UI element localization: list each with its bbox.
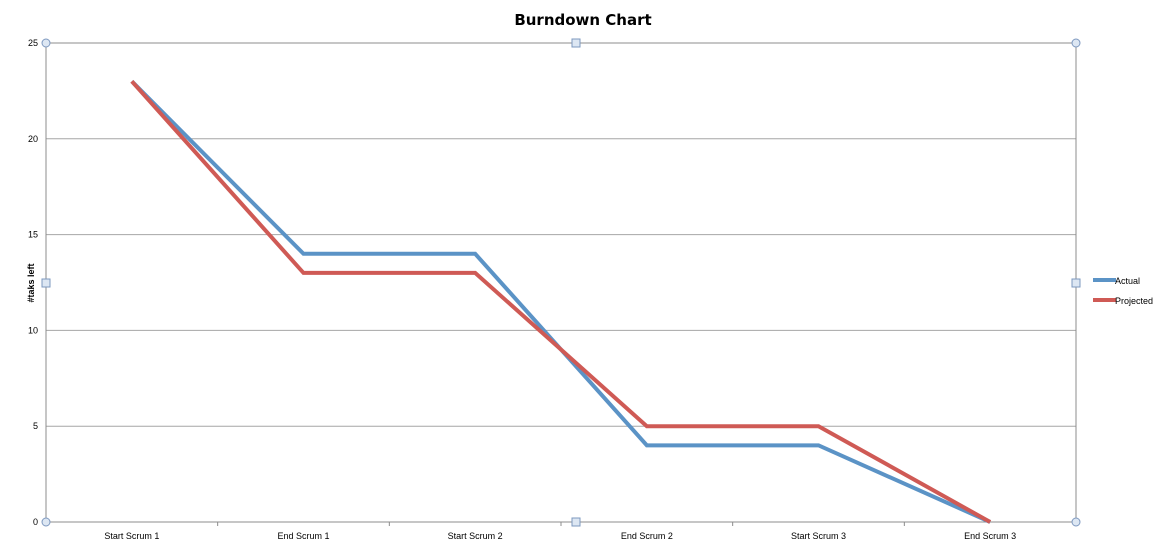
edge-resize-handle[interactable]: [571, 38, 581, 48]
edge-resize-handle[interactable]: [41, 278, 51, 288]
chart-title: Burndown Chart: [514, 11, 651, 29]
y-axis-title: #taks left: [26, 263, 36, 302]
series-line-actual: [130, 79, 991, 524]
x-tick-label: End Scrum 2: [621, 531, 673, 541]
corner-resize-handle[interactable]: [41, 38, 51, 48]
series-lines: [130, 79, 992, 524]
y-tick-label: 5: [33, 421, 38, 431]
legend-label-actual: Actual: [1115, 276, 1140, 286]
gridlines: [46, 42, 1076, 523]
corner-resize-handle[interactable]: [41, 517, 51, 527]
y-tick-label: 15: [28, 230, 38, 240]
series-line-projected: [130, 79, 992, 524]
selection-handles[interactable]: [41, 38, 1081, 527]
y-tick-label: 0: [33, 517, 38, 527]
x-tick-label: Start Scrum 3: [791, 531, 846, 541]
x-tick-label: Start Scrum 2: [448, 531, 503, 541]
corner-resize-handle[interactable]: [1071, 38, 1081, 48]
x-tick-label: End Scrum 1: [277, 531, 329, 541]
y-tick-label: 25: [28, 38, 38, 48]
legend: Actual Projected: [1093, 276, 1153, 306]
edge-resize-handle[interactable]: [571, 517, 581, 527]
y-axis-labels: 0 5 10 15 20 25: [28, 38, 38, 527]
x-tick-label: End Scrum 3: [964, 531, 1016, 541]
corner-resize-handle[interactable]: [1071, 517, 1081, 527]
y-tick-label: 20: [28, 134, 38, 144]
legend-label-projected: Projected: [1115, 296, 1153, 306]
plot-area-border: [45, 42, 1077, 523]
x-tick-label: Start Scrum 1: [104, 531, 159, 541]
y-tick-label: 10: [28, 325, 38, 335]
x-axis-ticks: Start Scrum 1 End Scrum 1 Start Scrum 2 End…: [104, 522, 1016, 541]
edge-resize-handle[interactable]: [1071, 278, 1081, 288]
